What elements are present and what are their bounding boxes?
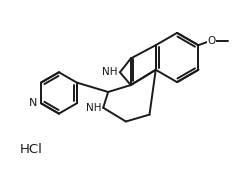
Text: NH: NH xyxy=(86,103,101,113)
Text: N: N xyxy=(29,98,37,108)
Text: HCl: HCl xyxy=(19,142,42,156)
Text: O: O xyxy=(207,36,215,46)
Text: NH: NH xyxy=(102,67,118,77)
